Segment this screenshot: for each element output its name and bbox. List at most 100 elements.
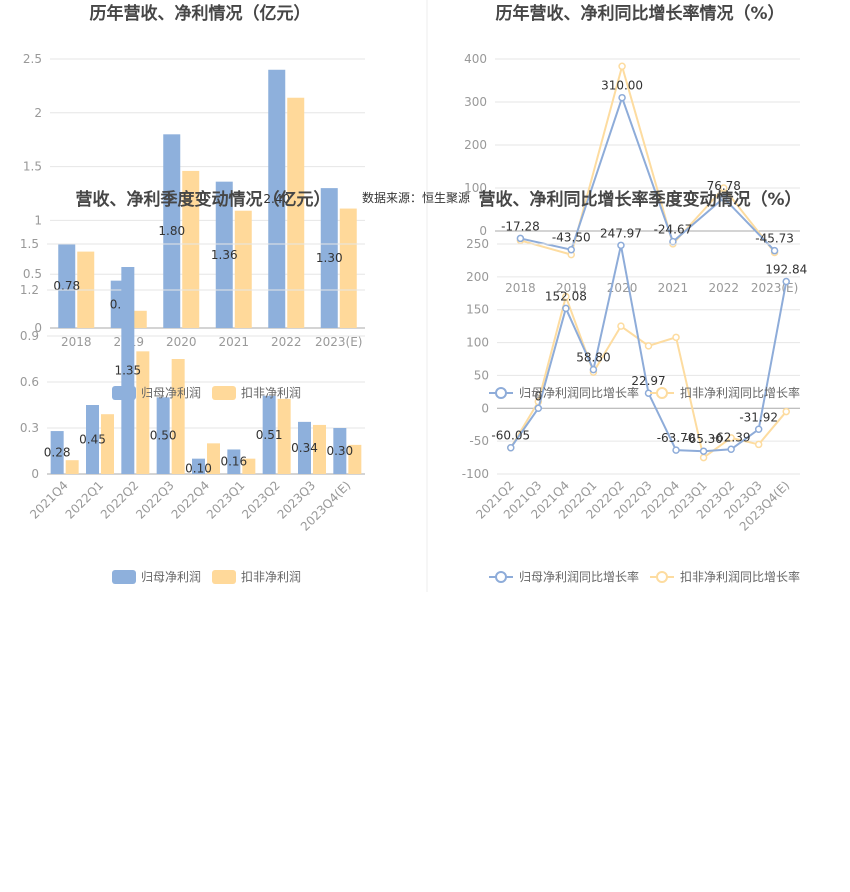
line-parent-growth-point — [699, 447, 708, 455]
bar-parent-profit — [215, 181, 233, 328]
data-label: 1.80 — [158, 224, 185, 238]
y-tick-label: 50 — [474, 368, 489, 382]
data-label: -43.50 — [552, 231, 591, 245]
bar-parent-profit — [50, 431, 64, 474]
quarterly-growth-title: 营收、净利同比增长率季度变动情况（%） — [478, 189, 801, 210]
legend-marker-parent-growth — [495, 571, 507, 583]
x-tick-label: 2018 — [505, 281, 536, 295]
legend-marker-deducted-growth — [656, 571, 668, 583]
legend-deducted-growth: 扣非净利润同比增长率 — [680, 569, 800, 584]
y-tick-label: -50 — [469, 434, 489, 448]
line-parent-growth-point — [782, 277, 790, 286]
bar-parent-profit — [86, 405, 99, 474]
bar-parent-profit — [227, 449, 241, 474]
bar-deducted-profit — [234, 210, 252, 328]
data-label: 0 — [534, 389, 542, 403]
y-tick-label: 200 — [464, 138, 487, 152]
y-tick-label: 300 — [464, 95, 487, 109]
data-label: 1.30 — [316, 251, 343, 265]
data-label: 192.84 — [765, 263, 807, 277]
data-label: 152.08 — [545, 289, 587, 303]
data-label: -17.28 — [501, 219, 540, 233]
data-label: 0.51 — [256, 428, 283, 442]
line-parent-growth-point — [754, 425, 763, 434]
line-parent-growth-point — [562, 304, 570, 313]
line-deducted-growth-point — [727, 434, 735, 442]
bar-parent-profit — [268, 69, 286, 328]
legend-deducted-profit: 扣非净利润 — [241, 386, 301, 400]
legend-deducted-profit: 扣非净利润 — [241, 570, 301, 584]
quarterly-bar-legend: 归母净利润 扣非净利润 — [112, 570, 301, 584]
y-tick-label: 0.5 — [23, 267, 42, 281]
annual-growth-chart: 历年营收、净利同比增长率情况（%） 0 100 200 300 400 -17.28 201… — [464, 3, 800, 295]
y-tick-label: 1.5 — [23, 160, 42, 174]
data-label: -63.70 — [657, 431, 696, 445]
data-label: 2.40 — [263, 192, 290, 206]
bar-parent-profit — [298, 421, 311, 474]
data-label: 0.34 — [291, 441, 318, 455]
data-label: 0.45 — [79, 433, 106, 447]
line-deducted-growth-point — [699, 453, 708, 462]
line-parent-growth-point — [770, 246, 779, 255]
data-label: -65.30 — [684, 432, 723, 446]
legend-parent-growth: 归母净利润同比增长率 — [519, 385, 639, 400]
y-tick-label: 0 — [481, 401, 489, 415]
line-deducted-growth-point — [618, 62, 626, 71]
data-label: 22.97 — [631, 374, 665, 388]
y-tick-label: 1.2 — [20, 283, 39, 297]
bar-deducted-profit — [242, 458, 256, 474]
bar-parent-profit — [333, 428, 347, 474]
data-label: 0.10 — [185, 462, 212, 476]
data-label: 0.28 — [44, 446, 71, 460]
line-deducted-growth-point — [782, 407, 790, 416]
data-label: -45.73 — [755, 232, 794, 246]
line-deducted-growth-point — [644, 342, 653, 350]
bar-parent-profit — [58, 244, 76, 328]
x-tick-label: 2022Q4 — [169, 478, 213, 522]
line-parent-growth-point — [672, 446, 680, 454]
data-source-label: 数据来源：恒生聚源 — [362, 190, 470, 205]
y-tick-label: 0.3 — [20, 421, 39, 435]
line-parent-growth-point — [534, 404, 543, 413]
y-tick-label: 1.5 — [20, 237, 39, 251]
y-tick-label: 250 — [466, 237, 489, 251]
x-tick-label: 2022 — [708, 281, 739, 295]
x-tick-label: 2021Q4 — [27, 478, 71, 522]
data-label: 0.16 — [220, 455, 247, 469]
x-tick-label: 2021 — [218, 335, 249, 349]
bar-deducted-profit — [313, 424, 326, 474]
x-tick-label: 2018 — [61, 335, 92, 349]
line-parent-growth-point — [567, 245, 575, 254]
data-label: 310.00 — [601, 79, 643, 93]
data-label: 0.50 — [150, 429, 177, 443]
data-label: 58.80 — [576, 351, 610, 365]
legend-parent-profit: 归母净利润 — [141, 570, 201, 584]
x-tick-label: 2023(E) — [315, 335, 362, 349]
line-deducted-growth-point — [617, 322, 625, 330]
line-parent-growth-point — [589, 365, 598, 374]
line-parent-growth — [520, 94, 776, 252]
x-tick-label: 2023(E) — [751, 281, 798, 295]
y-tick-label: 2 — [34, 106, 42, 120]
x-tick-label: 2021 — [658, 281, 689, 295]
bar-parent-profit — [163, 134, 181, 328]
legend-marker-parent-growth — [495, 387, 507, 399]
x-tick-label: 2022Q3 — [133, 478, 177, 522]
bar-parent-profit — [320, 188, 338, 328]
y-tick-label: 0.6 — [20, 375, 39, 389]
data-label: 1.35 — [114, 364, 141, 378]
line-parent-growth-point — [507, 443, 515, 452]
bar-deducted-profit — [182, 170, 200, 328]
x-tick-label: 2020 — [166, 335, 197, 349]
quarterly-profit-title: 营收、净利季度变动情况（亿元） — [76, 189, 331, 210]
y-tick-label: 100 — [466, 336, 489, 350]
bar-deducted-profit — [171, 359, 185, 474]
y-tick-label: 2.5 — [23, 52, 42, 66]
annual-profit-chart: 历年营收、净利情况（亿元） 00.511.522.50.7820180.4201… — [23, 3, 365, 349]
y-tick-label: 400 — [464, 52, 487, 66]
x-tick-label: 2019 — [556, 281, 587, 295]
line-deducted-growth — [520, 62, 776, 256]
bar-parent-profit — [262, 395, 276, 474]
bar-deducted-profit — [101, 414, 114, 474]
